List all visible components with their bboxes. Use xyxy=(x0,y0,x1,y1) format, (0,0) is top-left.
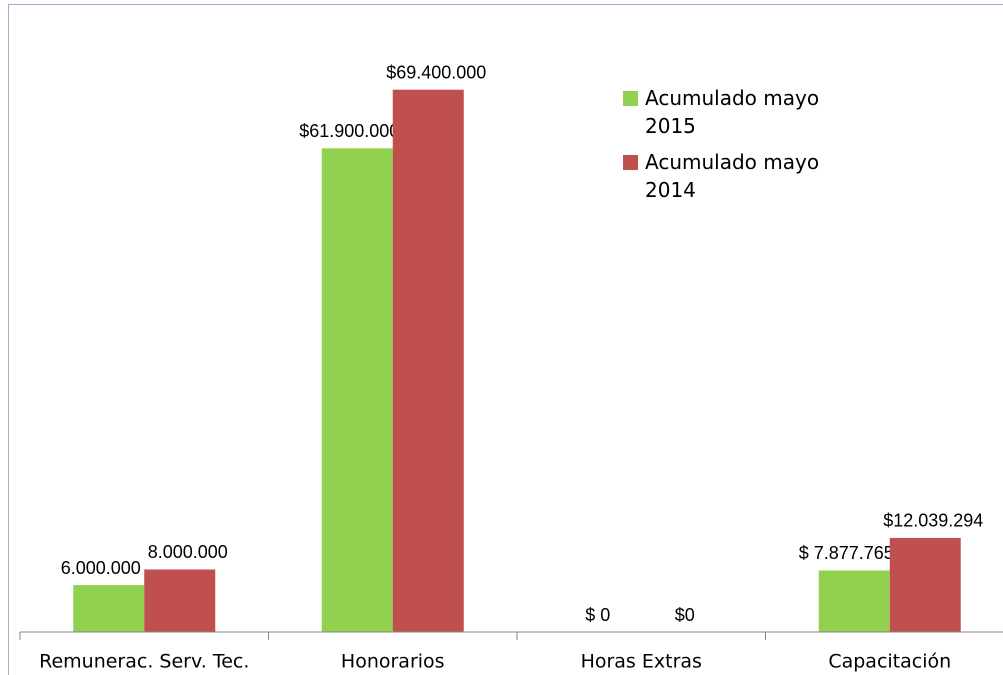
data-label: $0 xyxy=(675,605,695,625)
data-label: $ 7.877.765 xyxy=(799,543,894,563)
legend-swatch xyxy=(623,91,638,106)
bar xyxy=(818,570,890,632)
bar xyxy=(144,569,216,632)
data-label: $61.900.000 xyxy=(299,121,399,141)
data-label: $ 0 xyxy=(585,605,610,625)
bar xyxy=(889,537,961,632)
x-tick-label: Capacitación xyxy=(828,651,951,673)
data-label: $69.400.000 xyxy=(386,62,486,82)
x-tick-label: Horas Extras xyxy=(581,651,702,673)
data-label: 8.000.000 xyxy=(148,542,228,562)
x-tick-label: Remunerac. Serv. Tec. xyxy=(39,651,249,673)
x-tick-label: Honorarios xyxy=(341,651,445,673)
bar xyxy=(73,585,145,632)
legend-label: Acumulado mayo 2014 xyxy=(645,150,820,202)
legend-item: Acumulado mayo 2014 xyxy=(623,148,853,204)
legend-item: Acumulado mayo 2015 xyxy=(623,84,853,140)
chart-frame xyxy=(8,4,1003,675)
bar xyxy=(392,89,464,632)
bar xyxy=(321,148,393,632)
legend-label: Acumulado mayo 2015 xyxy=(645,86,820,138)
legend: Acumulado mayo 2015 Acumulado mayo 2014 xyxy=(623,84,853,212)
data-label: 6.000.000 xyxy=(61,558,141,578)
legend-swatch xyxy=(623,155,638,170)
data-label: $12.039.294 xyxy=(883,511,983,531)
